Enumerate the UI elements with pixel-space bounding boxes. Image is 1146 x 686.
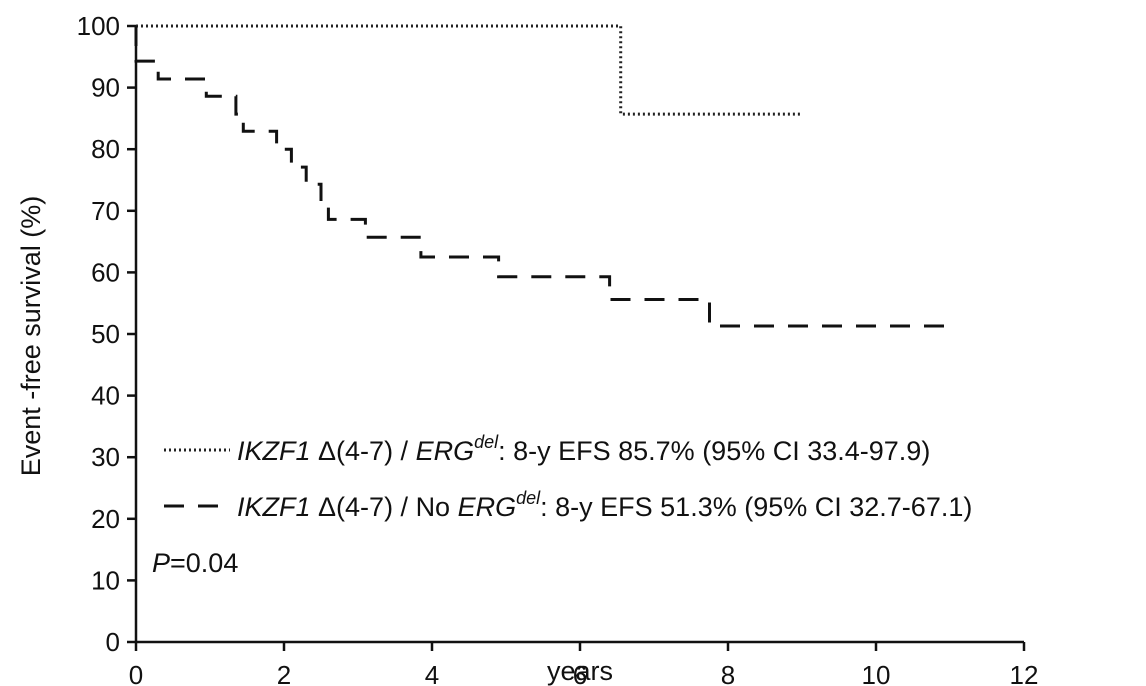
y-tick-label: 40 (91, 381, 120, 411)
x-axis-ticks: 0 2 4 6 8 10 12 (129, 642, 1039, 686)
x-axis-title: years (547, 656, 613, 686)
legend-label-erg-del: IKZF1 Δ(4-7) / ERGdel: 8-y EFS 85.7% (95… (237, 432, 930, 466)
y-tick-label: 90 (91, 73, 120, 103)
legend-label-no-erg-del: IKZF1 Δ(4-7) / No ERGdel: 8-y EFS 51.3% … (237, 488, 972, 522)
legend-mid: Δ(4-7) / (311, 436, 416, 466)
legend-sup: del (516, 488, 541, 508)
y-tick-label: 30 (91, 442, 120, 472)
legend-stat: : 8-y EFS 51.3% (95% CI 32.7-67.1) (540, 492, 972, 522)
y-tick-label: 80 (91, 134, 120, 164)
x-tick-label: 4 (425, 660, 439, 686)
legend-mid: Δ(4-7) / No (311, 492, 458, 522)
x-tick-label: 6 (573, 660, 587, 686)
x-tick-label: 8 (721, 660, 735, 686)
y-tick-label: 100 (77, 11, 120, 41)
y-axis-ticks: 0 10 20 30 40 50 60 70 80 90 100 (77, 11, 136, 657)
y-tick-label: 10 (91, 565, 120, 595)
x-tick-label: 12 (1010, 660, 1039, 686)
x-tick-label: 10 (862, 660, 891, 686)
series-line-no_erg_del (134, 26, 950, 328)
p-value-annotation: P=0.04 (152, 548, 238, 578)
x-tick-label: 2 (277, 660, 291, 686)
p-value: =0.04 (170, 548, 238, 578)
y-tick-label: 20 (91, 504, 120, 534)
legend-sup: del (474, 432, 499, 452)
y-tick-label: 70 (91, 196, 120, 226)
x-tick-label: 0 (129, 660, 143, 686)
y-tick-label: 60 (91, 257, 120, 287)
legend-stat: : 8-y EFS 85.7% (95% CI 33.4-97.9) (498, 436, 930, 466)
legend: IKZF1 Δ(4-7) / ERGdel: 8-y EFS 85.7% (95… (152, 432, 972, 578)
y-axis-title: Event -free survival (%) (16, 196, 46, 477)
plot-area: 0 10 20 30 40 50 60 70 80 90 100 0 2 4 6 8 10 12 (77, 11, 1039, 686)
legend-gene2: ERG (416, 436, 475, 466)
series-layer (134, 24, 950, 328)
y-tick-label: 50 (91, 319, 120, 349)
legend-gene2: ERG (458, 492, 517, 522)
p-label: P (152, 548, 170, 578)
y-tick-label: 0 (106, 627, 120, 657)
legend-gene: IKZF1 (237, 436, 311, 466)
legend-gene: IKZF1 (237, 492, 311, 522)
